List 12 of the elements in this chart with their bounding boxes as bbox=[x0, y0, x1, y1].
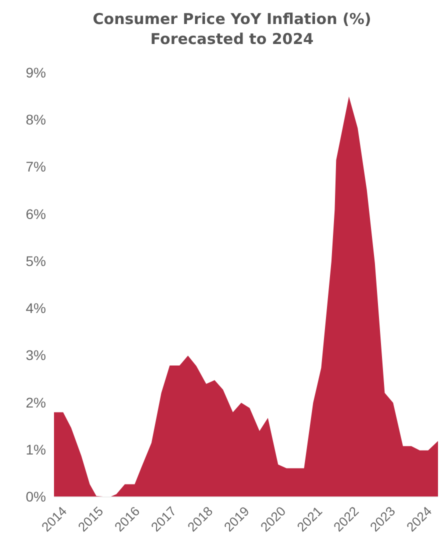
y-tick-label: 0% bbox=[26, 488, 46, 504]
y-tick-label: 7% bbox=[26, 158, 46, 175]
y-tick-label: 3% bbox=[26, 347, 46, 364]
y-tick-label: 5% bbox=[26, 252, 46, 269]
y-tick-label: 4% bbox=[26, 300, 46, 316]
y-tick-label: 2% bbox=[26, 394, 46, 410]
y-tick-label: 8% bbox=[26, 112, 46, 128]
y-tick-label: 1% bbox=[26, 441, 46, 458]
y-tick-label: 9% bbox=[26, 64, 46, 80]
y-tick-label: 6% bbox=[26, 206, 46, 222]
chart-title: Consumer Price YoY Inflation (%) bbox=[92, 10, 372, 28]
chart-subtitle: Forecasted to 2024 bbox=[150, 30, 314, 48]
